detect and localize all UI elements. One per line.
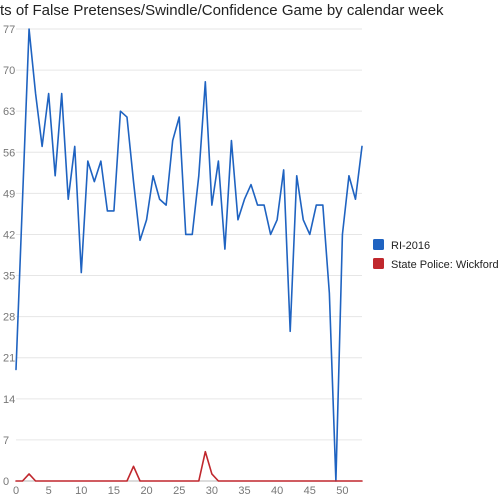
legend: RI-2016 State Police: Wickford: [373, 239, 499, 271]
x-tick-label: 30: [206, 485, 218, 497]
x-tick-label: 10: [75, 485, 87, 497]
legend-label-1: RI-2016: [391, 240, 430, 252]
chart-title: ts of False Pretenses/Swindle/Confidence…: [0, 2, 444, 19]
y-tick-label: 70: [3, 65, 15, 77]
x-tick-label: 35: [238, 485, 250, 497]
axes: 0 7 14 21 28 35 42 49 56 63 70 77 0 5 10 15 20 25 30 35 40 45…: [3, 24, 362, 497]
legend-swatch-1: [373, 239, 384, 250]
x-tick-label: 40: [271, 485, 283, 497]
legend-swatch-2: [373, 258, 384, 269]
y-tick-label: 0: [3, 476, 9, 488]
y-tick-label: 21: [3, 353, 15, 365]
series-lines: [15, 28, 363, 482]
y-tick-label: 56: [3, 147, 15, 159]
gridlines: [16, 28, 362, 441]
y-tick-label: 77: [3, 24, 15, 36]
y-tick-label: 42: [3, 229, 15, 241]
x-tick-label: 5: [46, 485, 52, 497]
y-tick-label: 7: [3, 435, 9, 447]
y-tick-label: 35: [3, 271, 15, 283]
y-tick-label: 14: [3, 394, 15, 406]
series-line-1: [15, 28, 363, 482]
y-tick-label: 63: [3, 106, 15, 118]
x-tick-label: 45: [304, 485, 316, 497]
y-tick-label: 49: [3, 188, 15, 200]
x-tick-label: 25: [173, 485, 185, 497]
x-tick-label: 50: [336, 485, 348, 497]
x-tick-label: 15: [108, 485, 120, 497]
x-tick-label: 0: [13, 485, 19, 497]
series-line-2: [15, 450, 363, 482]
legend-label-2: State Police: Wickford: [391, 259, 499, 271]
y-tick-label: 28: [3, 312, 15, 324]
x-tick-label: 20: [140, 485, 152, 497]
